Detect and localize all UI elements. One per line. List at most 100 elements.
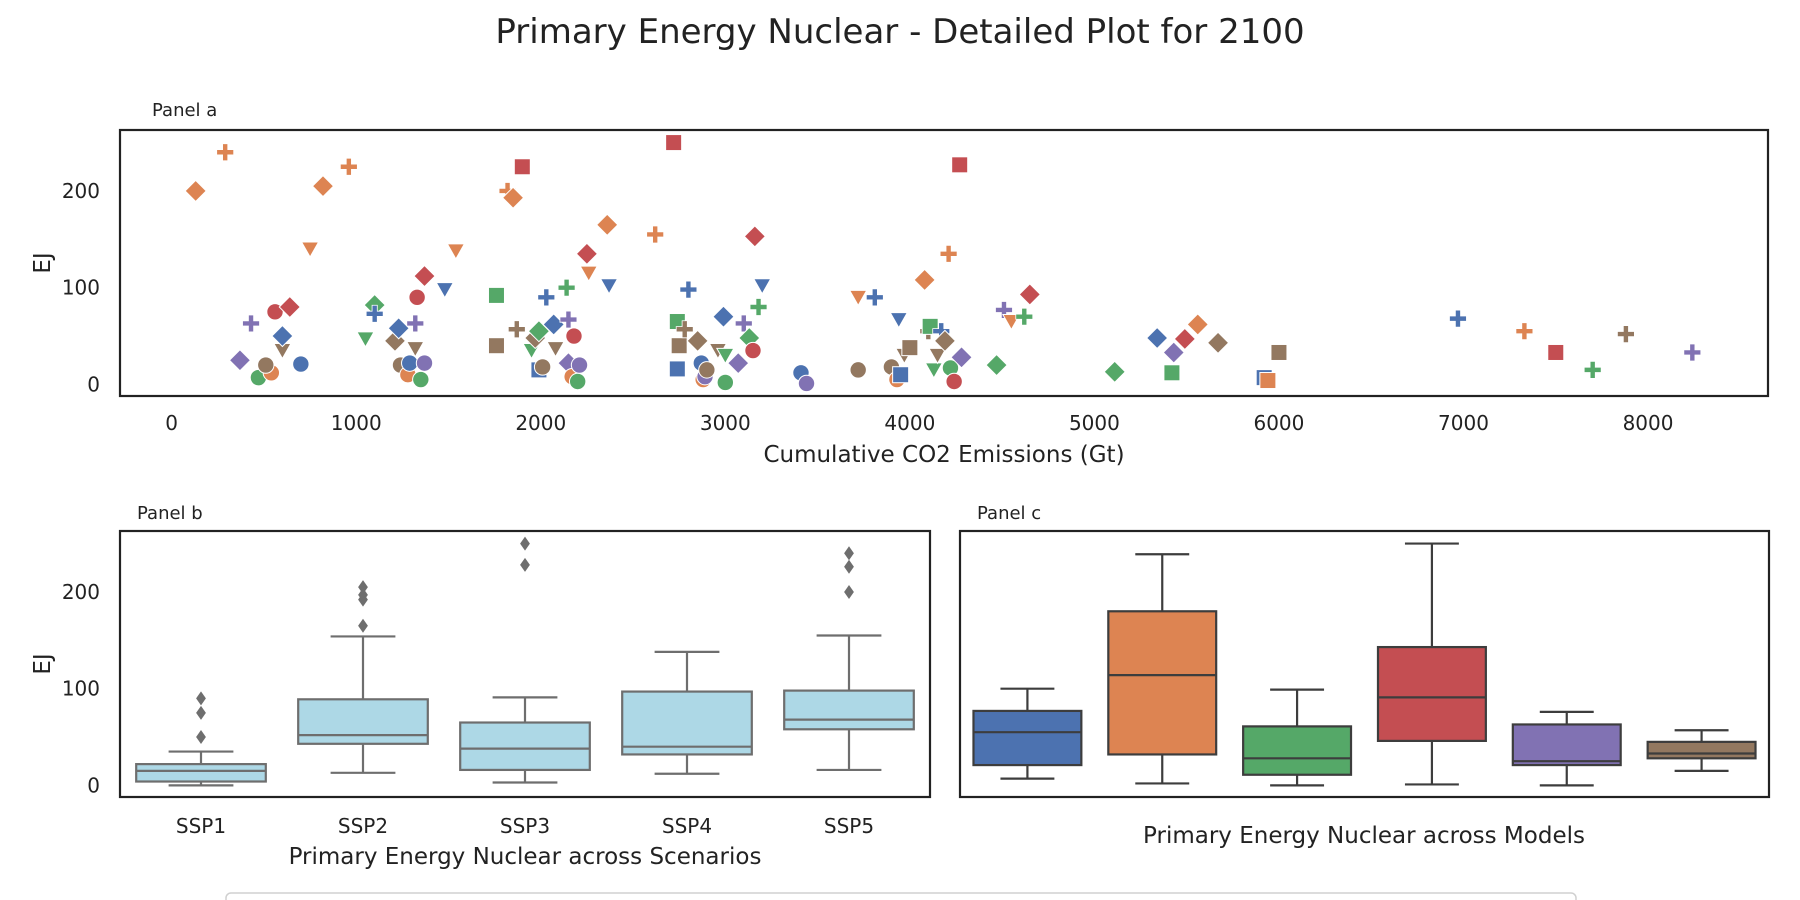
scatter-point-blue-plus	[365, 304, 384, 323]
box-model-1	[972, 687, 1083, 780]
outlier-point	[358, 587, 368, 602]
panel-b-x-axis-label: Primary Energy Nuclear across Scenarios	[289, 844, 762, 870]
scatter-point-blue-circle	[401, 354, 419, 372]
scatter-point-green-triangle	[356, 331, 375, 348]
panel-a-frame	[118, 128, 1770, 398]
scatter-point-blue-diamond	[1145, 326, 1169, 350]
x-tick-label: 2000	[515, 411, 566, 435]
scatter-point-brown-diamond	[1206, 331, 1230, 355]
scatter-point-purple-circle	[415, 354, 434, 372]
scatter-point-orange-plus	[216, 143, 235, 162]
scatter-point-purple-circle	[797, 374, 816, 393]
box-SSP5	[783, 546, 915, 772]
scatter-point-blue-triangle	[889, 312, 909, 329]
scatter-point-green-diamond	[1103, 360, 1126, 384]
figure-title: Primary Energy Nuclear - Detailed Plot f…	[495, 12, 1304, 52]
scatter-point-brown-circle	[533, 358, 552, 376]
box-iqr	[459, 721, 591, 772]
y-tick-label: 0	[87, 372, 100, 396]
outlier-point	[358, 618, 368, 633]
panel-c-x-axis-label: Primary Energy Nuclear across Models	[1143, 823, 1585, 849]
outlier-point	[358, 580, 368, 595]
scatter-point-brown-square	[487, 337, 505, 355]
panel-c-label: Panel c	[977, 503, 1041, 524]
x-tick-label: SSP2	[338, 814, 388, 838]
scatter-point-red-diamond	[413, 264, 436, 288]
box-iqr	[297, 698, 429, 745]
scatter-point-purple-diamond	[727, 351, 750, 375]
scatter-point-orange-diamond	[913, 268, 936, 292]
outlier-point	[844, 546, 854, 561]
scatter-point-orange-diamond	[595, 213, 619, 236]
box-iqr	[135, 763, 267, 783]
panel-a-x-axis-label: Cumulative CO2 Emissions (Gt)	[763, 442, 1124, 468]
box-iqr	[1511, 723, 1622, 767]
x-tick-label: SSP1	[176, 814, 226, 838]
box-SSP2	[297, 580, 429, 774]
scatter-point-orange-triangle	[446, 243, 466, 260]
scatter-point-purple-diamond	[950, 346, 973, 369]
scatter-point-green-square	[487, 286, 505, 304]
y-tick-label: 100	[62, 677, 100, 701]
scatter-point-brown-diamond	[686, 329, 709, 353]
scatter-point-red-circle	[744, 341, 762, 360]
scatter-point-orange-diamond	[311, 174, 335, 198]
scatter-point-green-plus	[749, 298, 768, 316]
scatter-point-red-diamond	[278, 295, 301, 319]
scatter-point-blue-diamond	[271, 324, 294, 348]
scatter-point-purple-diamond	[228, 349, 252, 372]
box-model-3	[1242, 688, 1353, 787]
scatter-point-orange-triangle	[848, 289, 868, 307]
scatter-point-brown-triangle	[928, 347, 947, 365]
scatter-point-purple-plus	[1683, 343, 1702, 362]
panel-c: Panel c Primary Energy Nuclear across Mo…	[958, 503, 1771, 849]
x-tick-label: 0	[165, 411, 178, 435]
panel-b-y-ticks: 0 100 200	[62, 580, 100, 797]
x-tick-label: 3000	[700, 411, 751, 435]
scatter-point-blue-circle	[292, 355, 310, 373]
outlier-point	[844, 559, 854, 574]
outlier-point	[196, 705, 206, 720]
scatter-point-red-circle	[945, 372, 963, 391]
scatter-point-green-circle	[412, 370, 430, 389]
box-model-2	[1107, 553, 1218, 785]
y-tick-label: 100	[62, 276, 100, 300]
scatter-point-red-circle	[565, 327, 583, 345]
scatter-point-red-diamond	[1018, 283, 1042, 306]
box-model-4	[1376, 542, 1487, 786]
box-SSP4	[621, 650, 753, 775]
panel-a-label: Panel a	[152, 100, 217, 121]
scatter-point-blue-diamond	[712, 305, 735, 328]
x-tick-label: 8000	[1623, 411, 1674, 435]
scatter-point-red-circle	[266, 303, 284, 321]
scatter-point-red-square	[951, 156, 969, 174]
panel-a-x-ticks: 0 1000 2000 3000 4000 5000 6000 7000 8000	[165, 411, 1673, 435]
scatter-point-green-triangle	[924, 362, 944, 379]
y-tick-label: 200	[62, 580, 100, 604]
box-iqr	[972, 709, 1083, 767]
box-SSP3	[459, 536, 591, 784]
scatter-point-blue-diamond	[387, 317, 410, 340]
outlier-point	[520, 536, 530, 551]
box-model-6	[1646, 729, 1757, 772]
box-iqr	[1376, 645, 1487, 742]
panel-a-y-ticks: 0 100 200	[62, 179, 100, 396]
x-tick-label: SSP4	[662, 814, 712, 838]
panel-b-frame	[118, 529, 932, 799]
scatter-point-orange-plus	[646, 225, 665, 244]
x-tick-label: 7000	[1438, 411, 1489, 435]
scatter-point-brown-square	[901, 339, 919, 357]
scatter-point-green-plus	[1015, 307, 1034, 326]
scatter-point-orange-diamond	[1186, 313, 1209, 336]
x-tick-label: 6000	[1253, 411, 1304, 435]
scatter-point-blue-plus	[679, 280, 698, 299]
scatter-point-orange-plus	[939, 244, 958, 263]
outlier-point	[196, 691, 206, 706]
y-tick-label: 200	[62, 179, 100, 203]
scatter-point-orange-plus	[1515, 322, 1534, 341]
scatter-point-red-square	[513, 158, 531, 176]
box-model-5	[1511, 710, 1622, 787]
legend-frame	[225, 892, 1577, 900]
scatter-point-purple-plus	[242, 314, 260, 333]
